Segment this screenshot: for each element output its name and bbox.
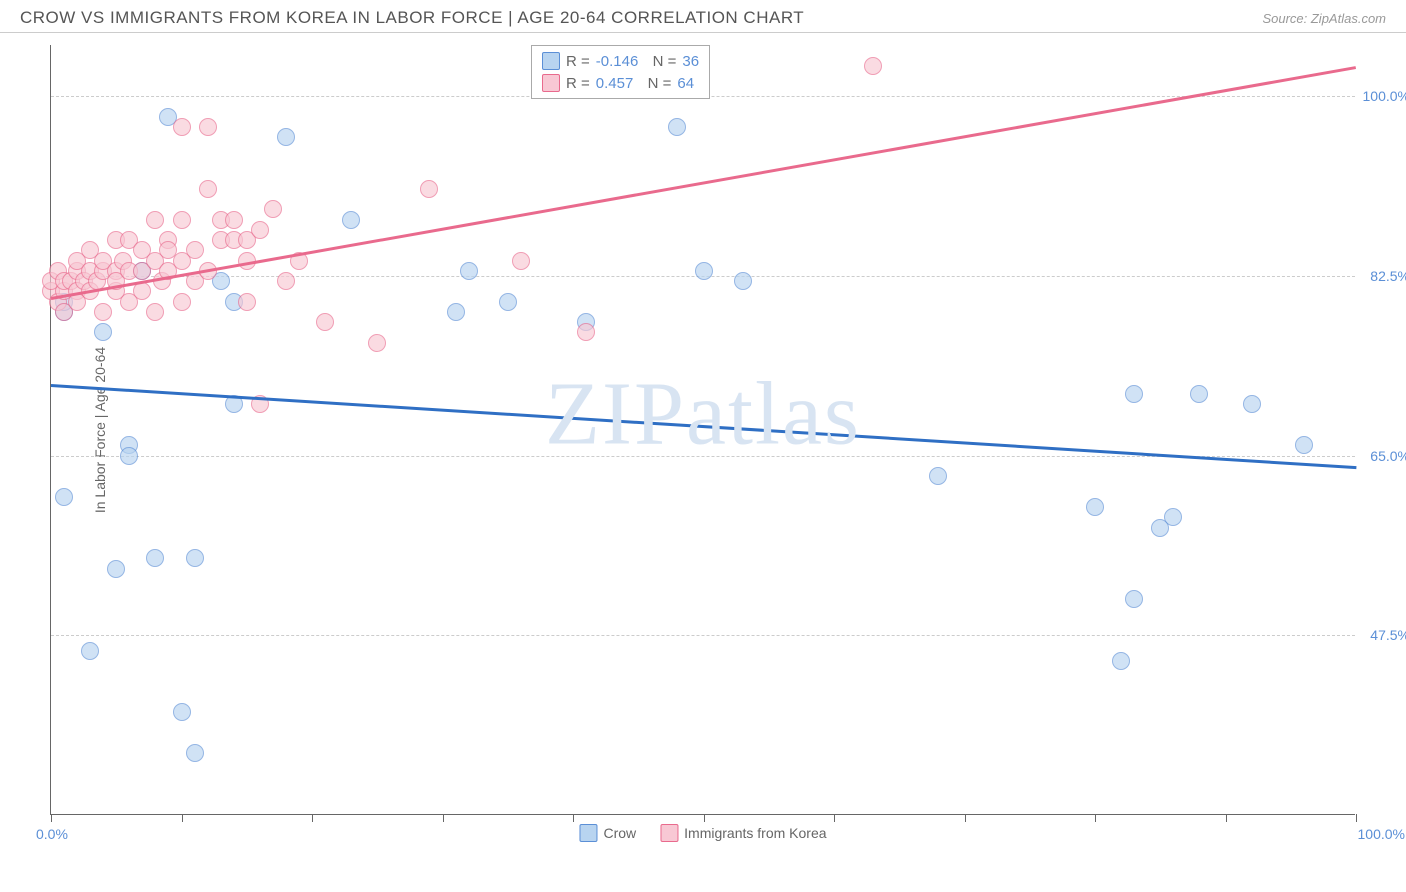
x-tick bbox=[1095, 814, 1096, 822]
scatter-point bbox=[1112, 652, 1130, 670]
scatter-point bbox=[186, 241, 204, 259]
scatter-point bbox=[225, 211, 243, 229]
scatter-point bbox=[864, 57, 882, 75]
scatter-point bbox=[447, 303, 465, 321]
legend-row-crow: R = -0.146 N = 36 bbox=[542, 50, 699, 72]
scatter-point bbox=[460, 262, 478, 280]
chart-header: CROW VS IMMIGRANTS FROM KOREA IN LABOR F… bbox=[0, 0, 1406, 33]
scatter-point bbox=[81, 642, 99, 660]
legend-swatch-blue bbox=[542, 52, 560, 70]
watermark-text: ZIPatlas bbox=[545, 363, 861, 466]
scatter-point bbox=[1086, 498, 1104, 516]
scatter-point bbox=[695, 262, 713, 280]
scatter-point bbox=[1125, 590, 1143, 608]
x-tick bbox=[573, 814, 574, 822]
legend-swatch-blue bbox=[579, 824, 597, 842]
scatter-point bbox=[146, 549, 164, 567]
scatter-point bbox=[277, 128, 295, 146]
scatter-point bbox=[368, 334, 386, 352]
x-tick bbox=[51, 814, 52, 822]
legend-n-value-2: 64 bbox=[677, 75, 694, 92]
scatter-point bbox=[420, 180, 438, 198]
y-tick-label: 65.0% bbox=[1370, 448, 1406, 464]
legend-item-korea: Immigrants from Korea bbox=[660, 824, 826, 842]
y-axis-title: In Labor Force | Age 20-64 bbox=[92, 346, 108, 512]
scatter-point bbox=[55, 488, 73, 506]
x-axis-min-label: 0.0% bbox=[36, 826, 68, 842]
x-tick bbox=[834, 814, 835, 822]
scatter-point bbox=[199, 118, 217, 136]
x-tick bbox=[704, 814, 705, 822]
legend-swatch-pink bbox=[542, 74, 560, 92]
legend-n-label: N = bbox=[644, 53, 676, 70]
legend-label-crow: Crow bbox=[603, 825, 636, 841]
scatter-point bbox=[173, 118, 191, 136]
scatter-point bbox=[1125, 385, 1143, 403]
scatter-point bbox=[1295, 436, 1313, 454]
scatter-point bbox=[929, 467, 947, 485]
scatter-point bbox=[186, 549, 204, 567]
scatter-point bbox=[94, 303, 112, 321]
scatter-point bbox=[1190, 385, 1208, 403]
scatter-point bbox=[499, 293, 517, 311]
x-tick bbox=[965, 814, 966, 822]
scatter-point bbox=[107, 560, 125, 578]
scatter-point bbox=[146, 211, 164, 229]
x-tick bbox=[1226, 814, 1227, 822]
scatter-point bbox=[146, 303, 164, 321]
legend-r-value-1: -0.146 bbox=[596, 53, 639, 70]
legend-r-label: R = bbox=[566, 53, 590, 70]
scatter-point bbox=[264, 200, 282, 218]
x-tick bbox=[443, 814, 444, 822]
legend-row-korea: R = 0.457 N = 64 bbox=[542, 72, 699, 94]
scatter-point bbox=[734, 272, 752, 290]
legend-n-label: N = bbox=[639, 75, 671, 92]
y-tick-label: 100.0% bbox=[1363, 88, 1406, 104]
scatter-point bbox=[173, 293, 191, 311]
scatter-point bbox=[1164, 508, 1182, 526]
y-tick-label: 47.5% bbox=[1370, 627, 1406, 643]
scatter-point bbox=[120, 447, 138, 465]
scatter-point bbox=[186, 744, 204, 762]
scatter-point bbox=[199, 180, 217, 198]
scatter-point bbox=[277, 272, 295, 290]
source-label: Source: ZipAtlas.com bbox=[1262, 11, 1386, 26]
legend-r-value-2: 0.457 bbox=[596, 75, 634, 92]
y-tick-label: 82.5% bbox=[1370, 268, 1406, 284]
scatter-point bbox=[316, 313, 334, 331]
chart-plot-area: In Labor Force | Age 20-64 ZIPatlas R = … bbox=[50, 45, 1355, 815]
legend-label-korea: Immigrants from Korea bbox=[684, 825, 826, 841]
scatter-point bbox=[668, 118, 686, 136]
scatter-point bbox=[94, 323, 112, 341]
legend-r-label: R = bbox=[566, 75, 590, 92]
scatter-point bbox=[1243, 395, 1261, 413]
legend-item-crow: Crow bbox=[579, 824, 636, 842]
x-tick bbox=[312, 814, 313, 822]
legend-n-value-1: 36 bbox=[682, 53, 699, 70]
legend-swatch-pink bbox=[660, 824, 678, 842]
correlation-legend: R = -0.146 N = 36 R = 0.457 N = 64 bbox=[531, 45, 710, 99]
chart-title: CROW VS IMMIGRANTS FROM KOREA IN LABOR F… bbox=[20, 8, 804, 28]
x-tick bbox=[182, 814, 183, 822]
scatter-point bbox=[133, 282, 151, 300]
scatter-point bbox=[577, 323, 595, 341]
gridline bbox=[51, 635, 1355, 636]
x-axis-max-label: 100.0% bbox=[1358, 826, 1405, 842]
scatter-point bbox=[173, 211, 191, 229]
scatter-point bbox=[342, 211, 360, 229]
series-legend: Crow Immigrants from Korea bbox=[579, 824, 826, 842]
scatter-point bbox=[173, 703, 191, 721]
x-tick bbox=[1356, 814, 1357, 822]
scatter-point bbox=[251, 221, 269, 239]
scatter-point bbox=[512, 252, 530, 270]
scatter-point bbox=[238, 293, 256, 311]
